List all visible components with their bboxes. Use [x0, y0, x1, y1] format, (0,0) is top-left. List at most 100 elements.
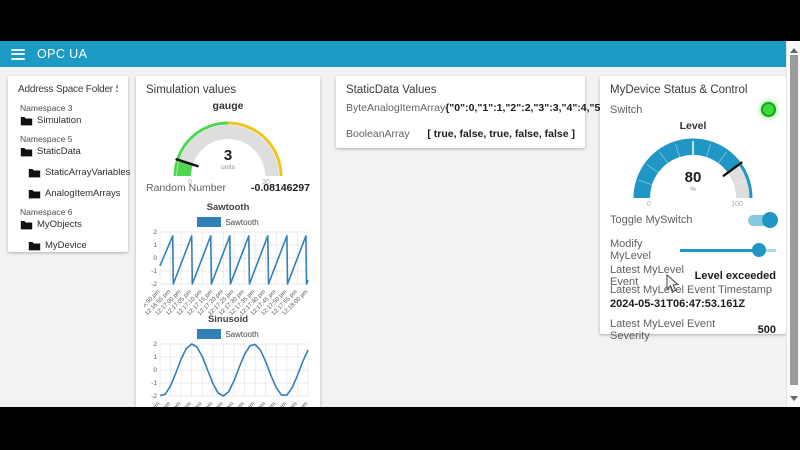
tree-item-label: AnalogItemArrays [45, 188, 121, 199]
row-label: Latest MyLevel Event [610, 264, 684, 288]
tree-item-analogitemarrays[interactable]: AnalogItemArrays [28, 188, 128, 199]
svg-text:100: 100 [731, 201, 743, 208]
row-value: 2024-05-31T06:47:53.161Z [610, 298, 746, 310]
folder-icon [28, 190, 41, 199]
svg-text:units: units [221, 164, 235, 171]
namespace-label-namespace-3: Namespace 3 [20, 103, 73, 113]
triangle-down-icon [790, 395, 798, 401]
row-label: ByteAnalogItemArray [346, 102, 446, 114]
folder-icon [20, 148, 33, 157]
gauge-title: gauge [212, 100, 244, 112]
row-label: Latest MyLevel Event Severity [610, 318, 716, 342]
scroll-down-button[interactable] [787, 391, 800, 405]
tree-item-label: StaticArrayVariables [45, 167, 131, 178]
svg-text:1: 1 [153, 242, 157, 249]
folder-icon [28, 169, 41, 178]
app-header: OPC UA [0, 41, 786, 67]
svg-text:0: 0 [153, 367, 157, 374]
slider-fill [679, 249, 759, 252]
chart-legend: Sawtooth [144, 216, 312, 228]
toggle-row: Toggle MySwitch [610, 211, 778, 228]
slider-row: Modify MyLevel [610, 238, 776, 262]
triangle-up-icon [790, 47, 798, 53]
svg-text:%: % [690, 186, 696, 193]
chart-title: Sawtooth [206, 202, 250, 213]
namespace-label-namespace-6: Namespace 6 [20, 207, 73, 217]
svg-text:0: 0 [647, 201, 651, 208]
slider-label: Modify MyLevel [610, 238, 651, 262]
tree-item-label: StaticData [37, 146, 81, 157]
toggle-thumb[interactable] [762, 211, 778, 228]
dashboard: Address Space Folder Str... Namespace 3 S… [0, 67, 786, 407]
scrollbar-thumb[interactable] [790, 55, 798, 385]
gauge-svg: 80% 0 100 [633, 138, 753, 208]
legend-label: Sawtooth [225, 329, 259, 339]
tree-item-label: Simulation [37, 115, 82, 126]
latest-event-timestamp-row: Latest MyLevel Event Timestamp 2024-05-3… [610, 284, 776, 310]
scroll-up-button[interactable] [787, 43, 800, 57]
folder-icon [28, 242, 41, 251]
svg-text:2: 2 [153, 341, 157, 348]
svg-text:2: 2 [153, 229, 157, 236]
sawtooth-chart: Sawtooth Sawtooth 2 1 0 -1 -2 12:16:50 pm 12:16:… [134, 202, 312, 329]
row-value: 500 [757, 324, 776, 336]
row-value: Level exceeded [694, 270, 776, 282]
panel-staticdata-values: StaticData Values ByteAnalogItemArray {"… [336, 76, 619, 148]
legend-label: Sawtooth [225, 217, 259, 227]
svg-text:80: 80 [685, 169, 702, 186]
panel-title: Simulation values [146, 84, 237, 96]
chart-title: Sinusoid [207, 314, 249, 325]
random-number-row: Random Number -0.08146297 [146, 182, 310, 194]
row-value: [ true, false, true, false, false ] [427, 128, 575, 140]
panel-address-space: Address Space Folder Str... Namespace 3 S… [8, 76, 131, 252]
random-number-value: -0.08146297 [251, 182, 310, 194]
tree-item-simulation[interactable]: Simulation [20, 115, 128, 126]
level-gauge: 80% 0 100 [608, 126, 778, 213]
row-label: BooleanArray [346, 128, 410, 140]
legend-swatch [197, 217, 222, 227]
vertical-scrollbar[interactable] [786, 41, 800, 407]
svg-text:0: 0 [153, 255, 157, 262]
mylevel-slider[interactable] [679, 242, 776, 258]
switch-row: Switch [610, 102, 776, 117]
panel-title: MyDevice Status & Control [610, 84, 748, 96]
myswitch-toggle[interactable] [748, 211, 778, 228]
byte-analog-item-array-row: ByteAnalogItemArray {"0":0,"1":1,"2":2,"… [346, 102, 619, 114]
folder-icon [20, 117, 33, 126]
namespace-label-namespace-5: Namespace 5 [20, 134, 73, 144]
legend-swatch [197, 329, 222, 339]
tree-item-myobjects[interactable]: MyObjects [20, 219, 128, 230]
tree-item-staticdata[interactable]: StaticData [20, 146, 128, 157]
app-title: OPC UA [37, 47, 88, 61]
folder-icon [20, 221, 33, 230]
row-value: {"0":0,"1":1,"2":2,"3":3,"4":4,"5":5} [445, 102, 619, 114]
panel-simulation-values: Simulation values gauge 3 units 0 30 Random… [134, 76, 320, 407]
svg-text:12:16:50 pm: 12:16:50 pm [144, 401, 161, 407]
row-label: Latest MyLevel Event Timestamp [610, 284, 773, 296]
svg-text:1: 1 [153, 354, 157, 361]
simulation-gauge: 3 units 0 30 [153, 108, 303, 191]
switch-led-indicator [761, 102, 776, 117]
boolean-array-row: BooleanArray [ true, false, true, false,… [346, 128, 575, 140]
svg-text:-1: -1 [151, 380, 157, 387]
svg-text:0: 0 [188, 179, 192, 186]
address-space-tree: Namespace 3 Simulation Namespace 5 StaticDa… [8, 103, 131, 251]
chart-legend: Sawtooth [144, 328, 312, 340]
tree-item-label: MyDevice [45, 240, 87, 251]
panel-title: Address Space Folder Str... [18, 84, 118, 95]
latest-event-severity-row: Latest MyLevel Event Severity 500 [610, 318, 776, 342]
toggle-label: Toggle MySwitch [610, 214, 693, 226]
panel-title: StaticData Values [346, 84, 437, 96]
menu-icon[interactable] [11, 48, 25, 60]
panel-mydevice: MyDevice Status & Control Switch Level 8… [600, 76, 786, 342]
slider-thumb[interactable] [751, 243, 766, 257]
tree-item-mydevice[interactable]: MyDevice [28, 240, 128, 251]
svg-text:3: 3 [224, 147, 232, 164]
tree-item-staticarrayvariables[interactable]: StaticArrayVariables [28, 167, 131, 178]
gauge-title: Level [679, 120, 707, 132]
